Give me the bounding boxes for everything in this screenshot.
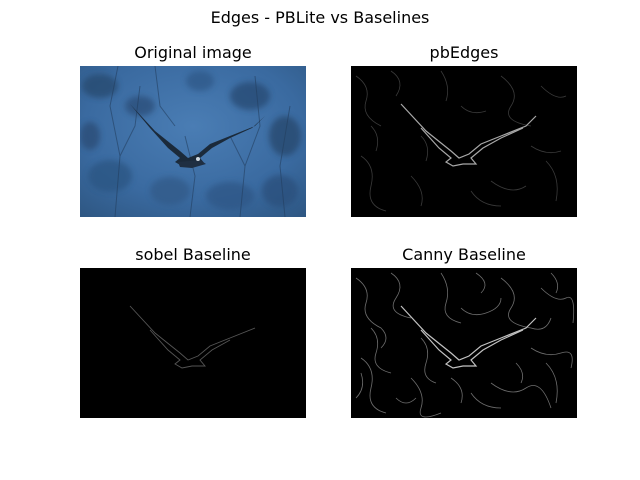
pb-edges-image <box>351 66 577 217</box>
sobel-canvas <box>80 268 306 418</box>
panel-title-sobel: sobel Baseline <box>135 245 251 264</box>
canny-canvas <box>351 268 577 418</box>
canny-baseline-image <box>351 268 577 418</box>
figure-title: Edges - PBLite vs Baselines <box>210 8 430 27</box>
panel-title-pb: pbEdges <box>429 43 499 62</box>
sobel-baseline-image <box>80 268 306 418</box>
original-image <box>80 66 306 217</box>
original-image-canvas <box>80 66 306 217</box>
bird-shape <box>130 104 265 168</box>
pb-edges-canvas <box>351 66 577 217</box>
panel-title-canny: Canny Baseline <box>402 245 526 264</box>
panel-title-original: Original image <box>134 43 252 62</box>
